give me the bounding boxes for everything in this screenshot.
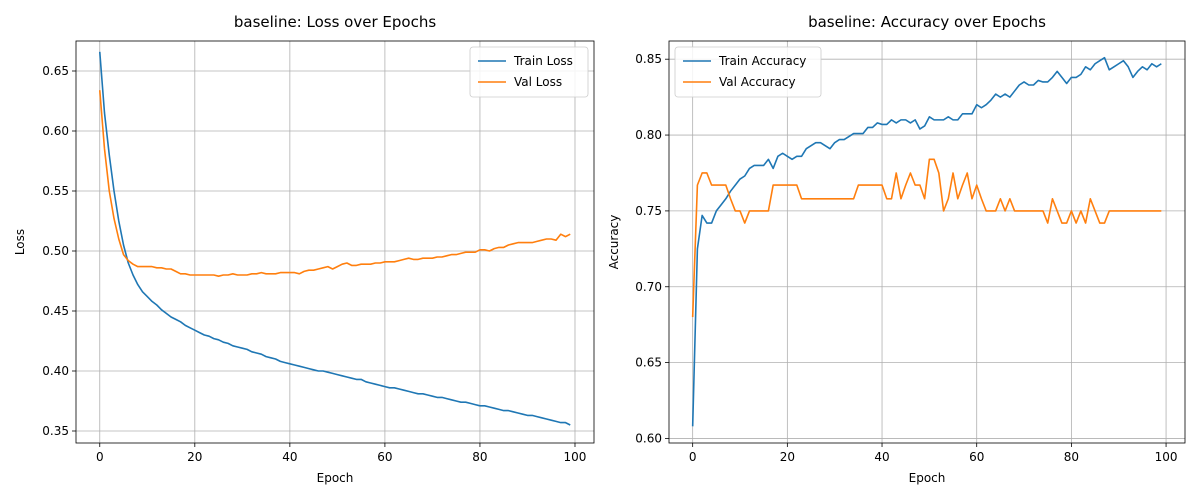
y-tick-label: 0.45 bbox=[42, 304, 69, 318]
accuracy-chart: 0 20 40 60 80 100 0.60 0.65 0.70 0.75 0.80 0.85 base… bbox=[607, 13, 1186, 485]
legend: Train Loss Val Loss bbox=[469, 46, 589, 98]
y-tick-label: 0.65 bbox=[42, 64, 69, 78]
series-line-2 bbox=[98, 90, 571, 278]
y-axis-label: Accuracy bbox=[607, 215, 621, 270]
x-tick-label: 60 bbox=[969, 450, 984, 464]
x-tick-label: 100 bbox=[564, 450, 587, 464]
loss-chart: 0 20 40 60 80 100 0.35 0.40 0.45 0.50 0.55 0.60 0.65… bbox=[13, 13, 595, 485]
plot-frame bbox=[668, 40, 1186, 444]
x-tick-label: 0 bbox=[689, 450, 697, 464]
x-tick-label: 80 bbox=[472, 450, 487, 464]
y-tick-label: 0.50 bbox=[42, 244, 69, 258]
y-tick-label: 0.80 bbox=[635, 128, 662, 142]
x-tick-label: 0 bbox=[96, 450, 104, 464]
x-tick-label: 80 bbox=[1064, 450, 1079, 464]
series-line-2 bbox=[691, 158, 1162, 318]
legend-label-1: Train Accuracy bbox=[718, 54, 806, 68]
x-tick-label: 20 bbox=[780, 450, 795, 464]
y-tick-label: 0.35 bbox=[42, 424, 69, 438]
y-tick-label: 0.55 bbox=[42, 184, 69, 198]
legend: Train Accuracy Val Accuracy bbox=[674, 46, 822, 98]
chart-title: baseline: Accuracy over Epochs bbox=[808, 13, 1046, 31]
series-line-1 bbox=[691, 56, 1162, 427]
x-axis-label: Epoch bbox=[317, 471, 354, 485]
x-tick-label: 40 bbox=[282, 450, 297, 464]
y-tick-label: 0.40 bbox=[42, 364, 69, 378]
plot-frame bbox=[75, 40, 595, 444]
chart-title: baseline: Loss over Epochs bbox=[234, 13, 436, 31]
series-line-1 bbox=[98, 51, 571, 426]
x-tick-label: 100 bbox=[1155, 450, 1178, 464]
y-tick-label: 0.85 bbox=[635, 52, 662, 66]
x-tick-label: 40 bbox=[874, 450, 889, 464]
y-axis-label: Loss bbox=[13, 229, 27, 255]
y-tick-label: 0.75 bbox=[635, 204, 662, 218]
x-tick-label: 20 bbox=[187, 450, 202, 464]
x-axis-label: Epoch bbox=[909, 471, 946, 485]
y-tick-label: 0.60 bbox=[42, 124, 69, 138]
y-tick-label: 0.60 bbox=[635, 431, 662, 445]
x-tick-label: 60 bbox=[377, 450, 392, 464]
legend-label-2: Val Accuracy bbox=[719, 75, 796, 89]
legend-label-2: Val Loss bbox=[514, 75, 562, 89]
y-tick-label: 0.65 bbox=[635, 356, 662, 370]
legend-box bbox=[674, 46, 822, 98]
legend-label-1: Train Loss bbox=[513, 54, 573, 68]
legend-box bbox=[469, 46, 589, 98]
y-tick-label: 0.70 bbox=[635, 280, 662, 294]
